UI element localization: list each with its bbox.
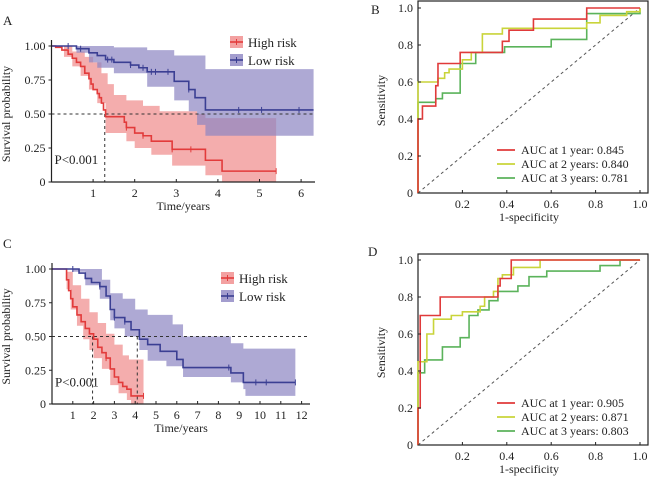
y-tick-label: 0.2 — [398, 401, 413, 415]
panel-letter: B — [371, 2, 380, 17]
x-tick-label: 2 — [132, 186, 138, 200]
x-tick-label: 4 — [132, 408, 138, 422]
legend-label: High risk — [248, 35, 297, 50]
y-tick-label: 0.8 — [398, 290, 413, 304]
x-tick-label: 3 — [173, 186, 179, 200]
x-tick-label: 12 — [296, 408, 308, 422]
x-axis-label: Time/years — [154, 421, 208, 435]
survival-curve-high-risk — [52, 268, 144, 397]
p-value-annotation: P<0.001 — [55, 152, 99, 167]
y-tick-label: 1.0 — [398, 1, 413, 15]
y-tick-label: 0.2 — [398, 149, 413, 163]
x-tick-label: 0.8 — [588, 449, 603, 463]
x-tick-label: 9 — [236, 408, 242, 422]
y-tick-label: 1.00 — [25, 262, 46, 276]
x-tick-label: 0.2 — [455, 449, 470, 463]
x-tick-label: 6 — [174, 408, 180, 422]
p-value-annotation: P<0.001 — [55, 374, 99, 389]
y-tick-label: 0.50 — [25, 330, 46, 344]
x-axis-label: 1-specificity — [499, 462, 559, 476]
y-axis-label: Survival probability — [0, 288, 13, 384]
y-axis-label: Sensitivity — [374, 75, 388, 126]
y-tick-label: 0.50 — [25, 107, 46, 121]
y-axis-label: Survival probability — [0, 66, 13, 162]
x-tick-label: 0.4 — [499, 449, 514, 463]
legend-label: AUC at 1 year: 0.845 — [521, 143, 624, 157]
legend-label: Low risk — [248, 53, 295, 68]
y-tick-label: 1.00 — [25, 39, 46, 53]
panel-letter: D — [368, 244, 377, 259]
x-tick-label: 1 — [90, 186, 96, 200]
y-tick-label: 0 — [407, 438, 413, 452]
y-tick-label: 0 — [40, 175, 46, 189]
legend-label: High risk — [239, 271, 288, 286]
panel-c: C00.250.500.751.001 2 3 4 5 6 7 8 9 10 11 12Time/ye… — [0, 236, 310, 435]
y-tick-label: 0.8 — [398, 38, 413, 52]
roc-curve-2-year — [417, 259, 640, 445]
legend-label: AUC at 3 years: 0.781 — [521, 171, 629, 185]
y-tick-label: 0.75 — [25, 73, 46, 87]
legend-label: AUC at 2 years: 0.871 — [521, 410, 629, 424]
x-tick-label: 3 — [111, 408, 117, 422]
x-tick-label: 5 — [153, 408, 159, 422]
x-tick-label: 0.4 — [499, 197, 514, 211]
y-tick-label: 0.6 — [398, 327, 413, 341]
panel-d: D 0 0.2 0.4 0.6 0.8 1.0 0.2 0.4 0.6 0.8 1.0 1-specif… — [368, 244, 649, 476]
x-tick-label: 1 — [70, 408, 76, 422]
x-axis-label: 1-specificity — [499, 210, 559, 224]
y-tick-label: 0.75 — [25, 296, 46, 310]
roc-curve-1-year — [417, 7, 640, 193]
x-tick-label: 6 — [298, 186, 304, 200]
x-tick-label: 0.6 — [544, 197, 559, 211]
reference-diagonal — [417, 259, 641, 446]
panel-letter: A — [3, 13, 13, 28]
y-tick-label: 0.4 — [398, 364, 413, 378]
x-tick-label: 1.0 — [633, 449, 648, 463]
roc-curve-3-year — [417, 259, 640, 445]
y-tick-label: 0.25 — [25, 363, 46, 377]
x-tick-label: 2 — [91, 408, 97, 422]
x-tick-label: 10 — [254, 408, 266, 422]
confidence-band-high-risk — [52, 269, 144, 404]
panel-b: B 0 0.2 0.4 0.6 0.8 1.0 0.2 0.4 0.6 0.8 1.0 1-specif… — [371, 0, 649, 224]
y-tick-label: 0.25 — [25, 141, 46, 155]
reference-diagonal — [417, 7, 641, 194]
confidence-band-high-risk — [51, 46, 277, 182]
survival-curve-high-risk — [51, 45, 277, 172]
x-tick-label: 4 — [215, 186, 221, 200]
x-tick-label: 0.6 — [544, 449, 559, 463]
x-tick-label: 8 — [215, 408, 221, 422]
x-tick-label: 1.0 — [633, 197, 648, 211]
y-tick-label: 0 — [407, 186, 413, 200]
legend-label: AUC at 1 year: 0.905 — [521, 396, 624, 410]
confidence-band-low-risk — [51, 46, 314, 136]
y-tick-label: 1.0 — [398, 253, 413, 267]
y-tick-label: 0.6 — [398, 75, 413, 89]
y-tick-label: 0.4 — [398, 112, 413, 126]
legend-label: Low risk — [239, 289, 286, 304]
panel-letter: C — [3, 236, 12, 251]
legend-label: AUC at 2 years: 0.840 — [521, 157, 629, 171]
x-axis-label: Time/years — [156, 199, 210, 213]
x-tick-label: 0.8 — [588, 197, 603, 211]
plot-frame — [417, 253, 649, 446]
x-tick-label: 11 — [275, 408, 287, 422]
confidence-band-low-risk — [52, 269, 296, 396]
y-axis-label: Sensitivity — [374, 327, 388, 378]
legend-label: AUC at 3 years: 0.803 — [521, 424, 629, 438]
survival-curve-low-risk — [51, 45, 314, 111]
x-tick-label: 0.2 — [455, 197, 470, 211]
x-tick-label: 5 — [257, 186, 263, 200]
x-tick-label: 7 — [195, 408, 201, 422]
panel-a: A 0 0.25 0.50 0.75 1.00 1 2 3 4 5 6 Time/years Surviv… — [0, 13, 315, 213]
y-tick-label: 0 — [40, 397, 46, 411]
